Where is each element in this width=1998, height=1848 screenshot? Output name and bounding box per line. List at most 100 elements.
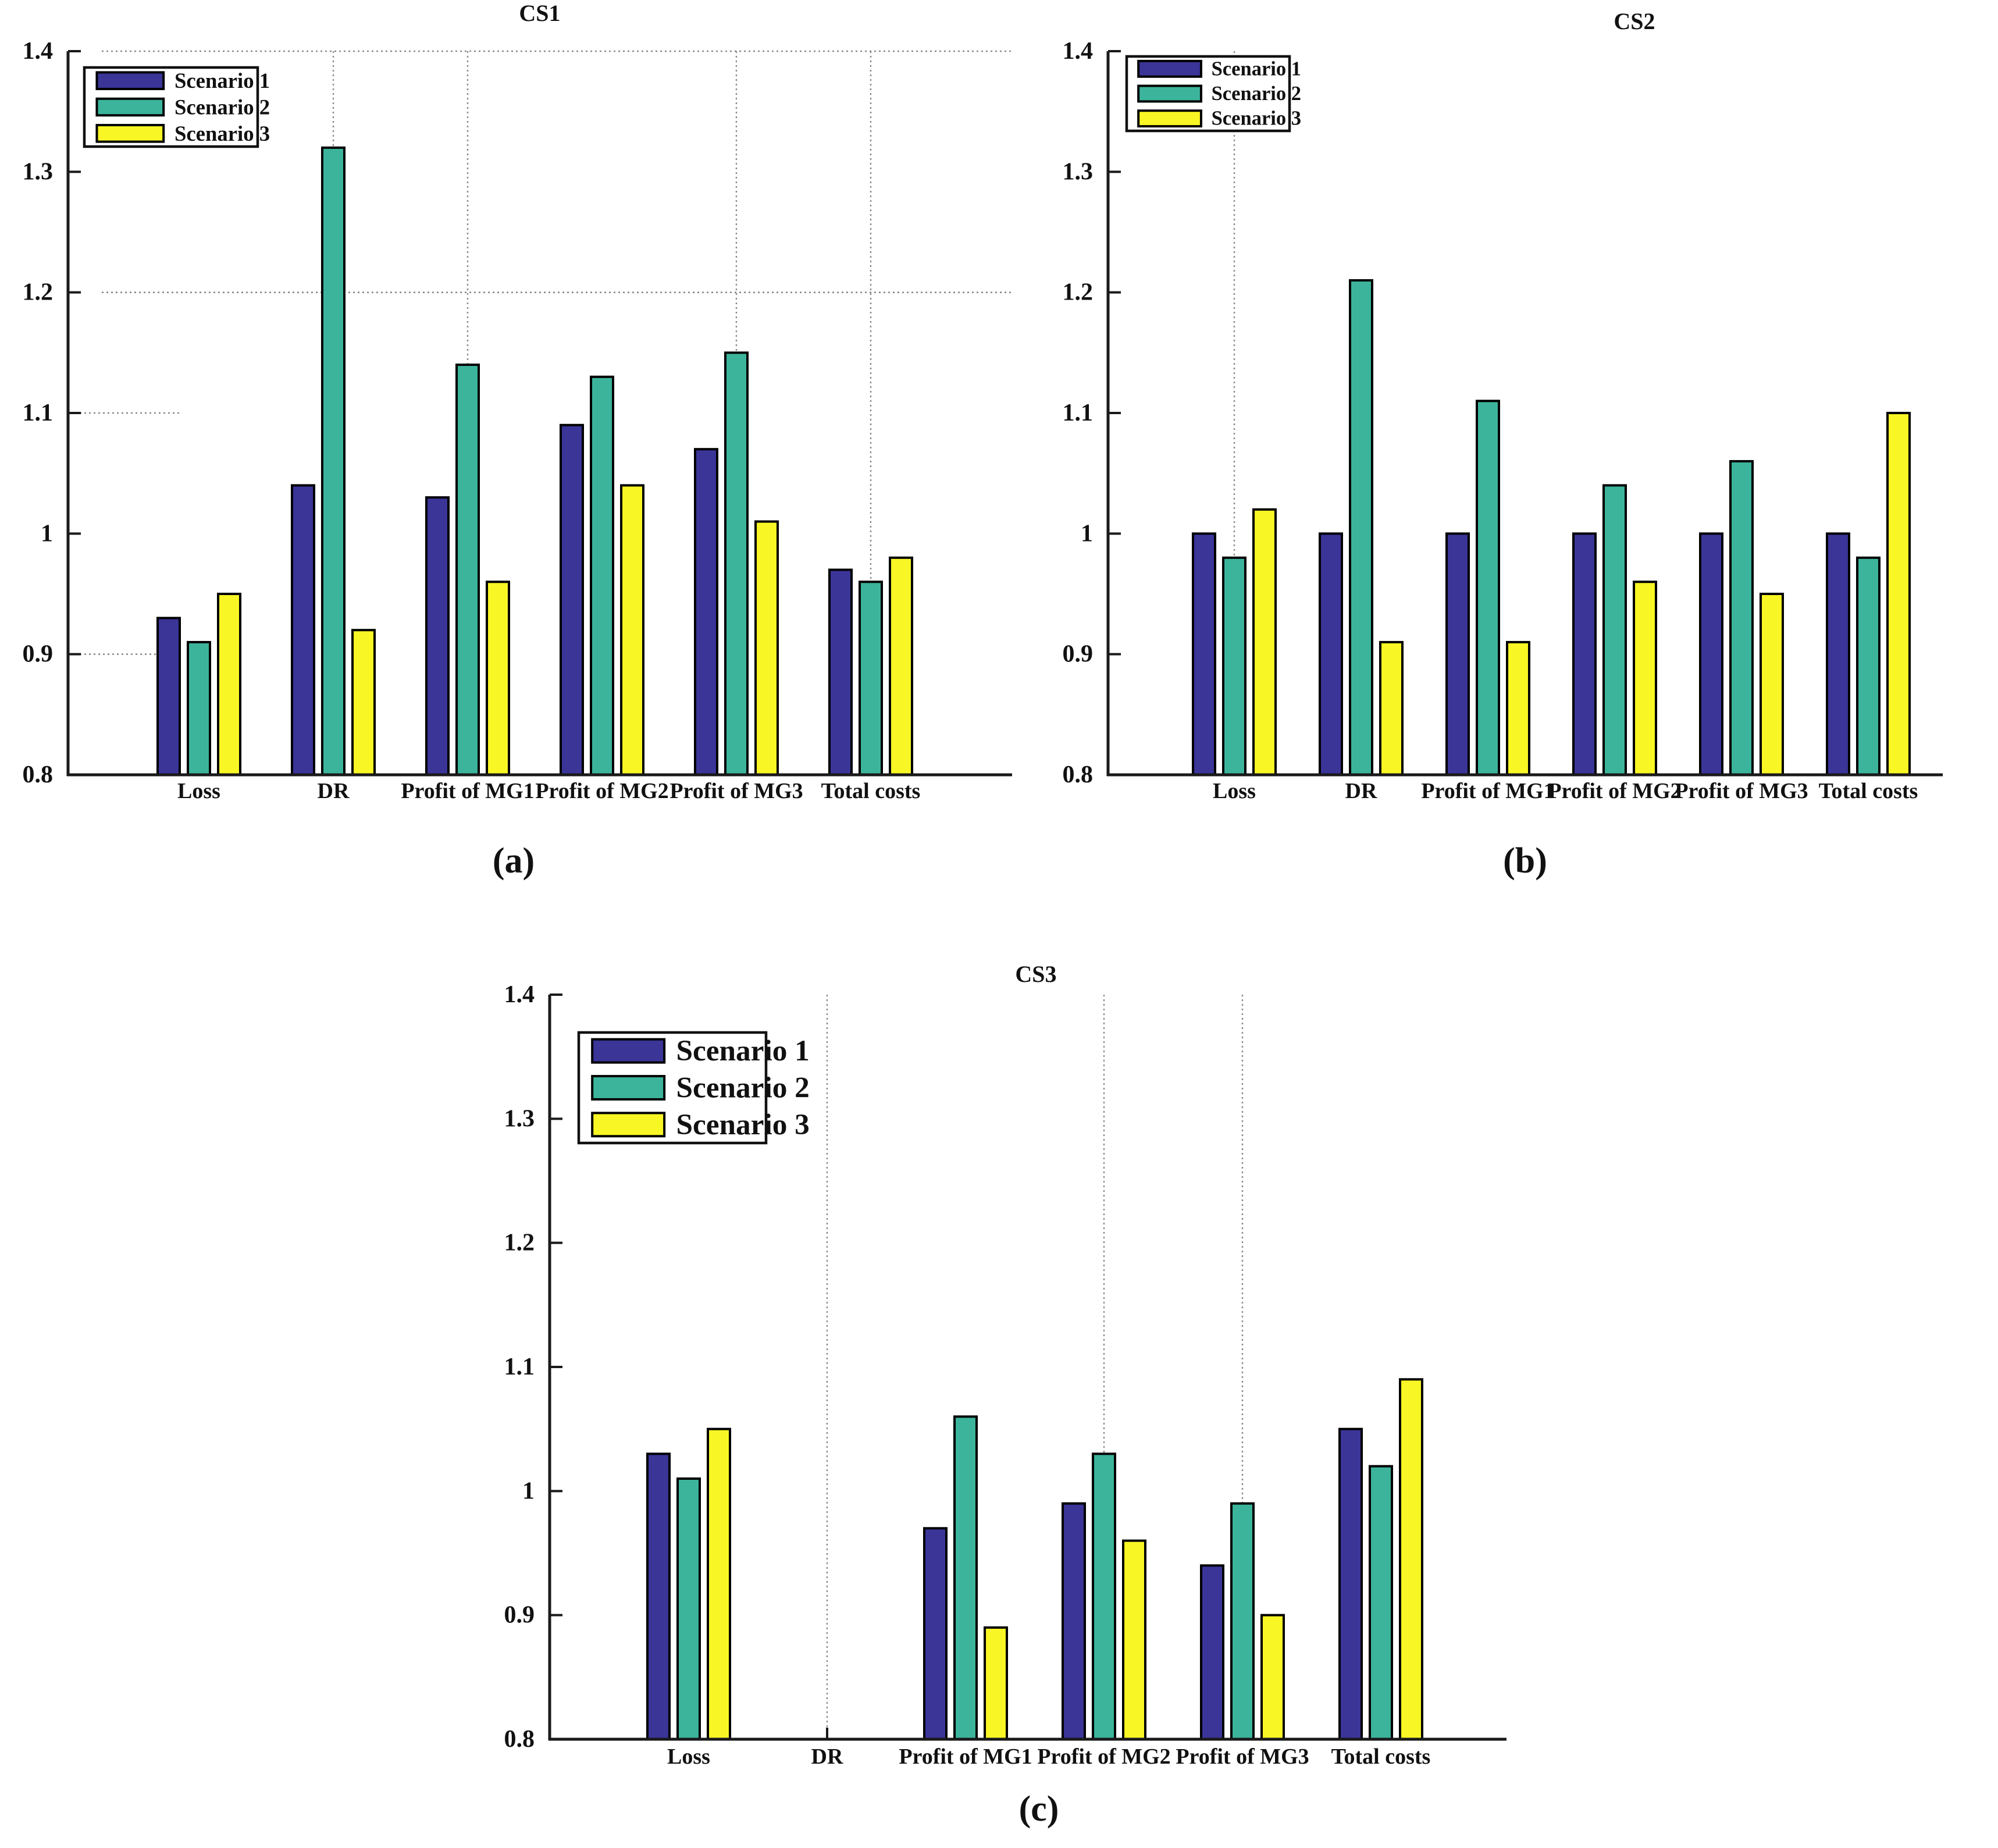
bar-cs1-dr-scenario-2: [321, 146, 346, 776]
x-category-label: DR: [1345, 779, 1377, 803]
x-category-label: Profit of MG2: [535, 779, 668, 803]
bar-cs1-profit-of-mg2-scenario-2: [590, 375, 614, 776]
bar-cs1-profit-of-mg3-scenario-3: [754, 520, 779, 776]
bar-cs2-profit-of-mg3-scenario-2: [1729, 460, 1754, 776]
bar-cs1-profit-of-mg2-scenario-3: [620, 484, 644, 777]
legend-label: Scenario 3: [174, 122, 270, 145]
bar-cs3-profit-of-mg3-scenario-3: [1260, 1614, 1285, 1741]
bar-cs2-profit-of-mg2-scenario-3: [1633, 581, 1657, 776]
x-category-label: DR: [318, 779, 350, 803]
bar-cs3-loss-scenario-3: [707, 1427, 731, 1741]
bar-cs2-profit-of-mg3-scenario-3: [1760, 593, 1784, 776]
x-category-label: Profit of MG1: [899, 1744, 1032, 1769]
chart-title: CS2: [1614, 8, 1655, 34]
y-tick-label: 1.2: [504, 1230, 535, 1256]
y-tick-label: 1.1: [504, 1354, 535, 1380]
bar-cs3-profit-of-mg1-scenario-3: [984, 1626, 1008, 1740]
bar-cs3-profit-of-mg2-scenario-2: [1092, 1452, 1116, 1740]
legend-swatch-scenario-1: [591, 1038, 666, 1064]
bar-cs1-loss-scenario-3: [217, 593, 241, 776]
y-tick-label: 1.3: [1063, 158, 1094, 185]
y-tick-label: 0.8: [504, 1726, 535, 1753]
x-category-label: Profit of MG3: [1176, 1744, 1309, 1769]
y-tick-label: 1.3: [504, 1105, 535, 1132]
bar-cs1-profit-of-mg3-scenario-2: [724, 351, 749, 776]
x-category-label: Profit of MG3: [669, 779, 803, 803]
bar-cs2-dr-scenario-1: [1319, 532, 1343, 776]
legend-label: Scenario 1: [676, 1034, 809, 1067]
x-category-label: Profit of MG1: [401, 779, 534, 803]
bar-cs2-profit-of-mg1-scenario-3: [1506, 640, 1530, 777]
bar-cs1-profit-of-mg2-scenario-1: [560, 423, 584, 776]
bar-cs2-profit-of-mg1-scenario-2: [1476, 400, 1500, 776]
x-category-label: Loss: [177, 779, 220, 803]
bar-cs2-dr-scenario-2: [1349, 279, 1373, 776]
x-category-label: Profit of MG1: [1421, 779, 1554, 803]
y-tick-label: 1.2: [23, 279, 54, 306]
bar-cs1-total-costs-scenario-3: [889, 556, 913, 776]
bar-cs2-profit-of-mg2-scenario-1: [1572, 532, 1597, 776]
panel-label: (a): [493, 841, 535, 881]
y-tick-label: 0.9: [23, 641, 54, 668]
y-tick-label: 0.9: [1063, 641, 1094, 668]
bar-cs3-profit-of-mg3-scenario-1: [1200, 1564, 1224, 1740]
x-category-label: Total costs: [1819, 779, 1918, 803]
bar-cs1-total-costs-scenario-2: [859, 581, 883, 776]
bar-cs2-dr-scenario-3: [1379, 640, 1404, 777]
y-tick-label: 0.8: [1063, 761, 1094, 788]
y-tick-label: 1.1: [1063, 400, 1094, 426]
x-category-label: Loss: [1213, 779, 1256, 803]
x-category-label: DR: [811, 1744, 843, 1769]
x-category-label: Profit of MG3: [1675, 779, 1808, 803]
legend-label: Scenario 2: [1212, 83, 1301, 105]
y-tick-label: 1.3: [23, 158, 54, 185]
legend-label: Scenario 2: [174, 95, 270, 119]
bar-cs1-profit-of-mg3-scenario-1: [694, 448, 718, 776]
bar-cs1-loss-scenario-1: [156, 617, 181, 776]
bar-cs1-loss-scenario-2: [187, 640, 211, 777]
legend-label: Scenario 3: [676, 1108, 809, 1141]
bar-cs2-loss-scenario-2: [1222, 556, 1246, 776]
legend-swatch-scenario-2: [1137, 84, 1202, 103]
bar-cs1-dr-scenario-3: [351, 629, 376, 776]
x-category-label: Total costs: [821, 779, 921, 803]
legend-swatch-scenario-2: [95, 97, 165, 117]
bar-cs3-profit-of-mg2-scenario-1: [1062, 1502, 1086, 1741]
legend-label: Scenario 1: [174, 69, 270, 92]
legend-swatch-scenario-3: [1137, 109, 1202, 128]
chart-cs2: [1106, 50, 1943, 777]
chart-cs3: [548, 994, 1506, 1741]
y-tick-label: 1.2: [1063, 279, 1094, 306]
bar-cs2-total-costs-scenario-2: [1856, 556, 1881, 776]
bar-cs2-loss-scenario-3: [1252, 508, 1277, 776]
legend-swatch-scenario-2: [591, 1075, 666, 1101]
bar-cs3-loss-scenario-1: [646, 1452, 671, 1740]
legend-swatch-scenario-1: [1137, 59, 1202, 78]
y-tick-label: 0.8: [23, 761, 54, 788]
y-tick-label: 1.1: [23, 400, 54, 426]
bar-cs2-total-costs-scenario-1: [1826, 532, 1850, 776]
panel-label: (b): [1503, 841, 1547, 881]
y-tick-label: 1: [522, 1477, 535, 1504]
x-category-label: Total costs: [1331, 1744, 1431, 1769]
bar-cs3-total-costs-scenario-3: [1399, 1378, 1423, 1740]
bar-cs3-loss-scenario-2: [676, 1477, 701, 1740]
legend-label: Scenario 3: [1212, 108, 1301, 130]
x-category-label: Loss: [667, 1744, 710, 1769]
x-category-label: Profit of MG2: [1548, 779, 1681, 803]
y-tick-label: 1.4: [504, 981, 535, 1008]
bar-cs1-profit-of-mg1-scenario-1: [425, 496, 450, 777]
panel-label: (c): [1019, 1789, 1059, 1829]
bar-cs2-total-costs-scenario-3: [1886, 412, 1911, 776]
bar-cs1-profit-of-mg1-scenario-3: [486, 581, 510, 776]
x-category-label: Profit of MG2: [1037, 1744, 1170, 1769]
y-tick-label: 1.4: [23, 38, 54, 65]
bar-cs2-profit-of-mg2-scenario-2: [1602, 484, 1627, 777]
bar-cs2-loss-scenario-1: [1192, 532, 1216, 776]
bar-cs2-profit-of-mg3-scenario-1: [1699, 532, 1723, 776]
legend-label: Scenario 2: [676, 1071, 809, 1105]
bar-cs1-total-costs-scenario-1: [828, 568, 853, 776]
legend-swatch-scenario-3: [95, 124, 165, 143]
